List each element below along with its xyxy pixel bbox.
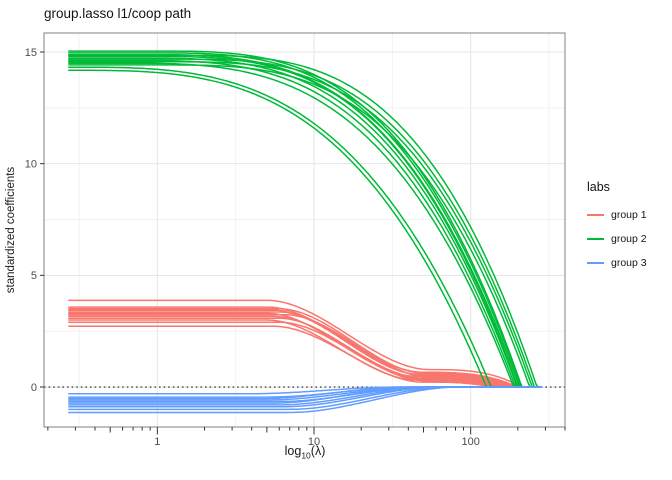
coefficient-path-group-1: [68, 299, 542, 388]
coefficient-path-group-2: [68, 66, 542, 388]
coefficient-path-group-1: [68, 313, 542, 388]
coefficient-path-group-2: [68, 58, 542, 388]
coefficient-path-group-1: [68, 325, 542, 388]
coefficient-path-group-2: [68, 69, 542, 388]
panel-border: [43, 32, 566, 428]
panel-background: [44, 33, 565, 427]
coefficient-path-group-2: [68, 61, 542, 388]
coefficient-path-group-2: [68, 59, 542, 388]
x-axis-label-prefix: log: [284, 444, 302, 458]
coefficient-path-group-2: [68, 52, 542, 388]
legend-entry-label: group 2: [611, 232, 647, 245]
plot-title: group.lasso l1/coop path: [44, 6, 192, 21]
coefficient-path-group-2: [68, 54, 542, 388]
y-tick-label: 5: [31, 270, 37, 282]
coefficient-path-group-1: [68, 308, 542, 388]
legend-entry-group-1: group 1: [587, 206, 647, 223]
y-tick-label: 0: [31, 382, 37, 394]
coefficient-path-group-2: [68, 62, 542, 388]
x-tick-label: 100: [461, 436, 479, 448]
legend-entry-label: group 3: [611, 256, 647, 269]
coefficient-path-group-2: [68, 64, 542, 388]
coefficient-path-group-1: [68, 321, 542, 388]
legend-entry-label: group 1: [611, 208, 647, 221]
y-axis-label: standardized coefficients: [5, 166, 17, 294]
legend: labs group 1 group 2 group 3: [587, 180, 647, 278]
coefficient-path-group-2: [68, 55, 542, 388]
x-axis-label-suffix: (λ): [310, 444, 326, 458]
y-tick-label: 15: [25, 47, 37, 59]
legend-title: labs: [587, 180, 610, 194]
legend-entry-group-3: group 3: [587, 254, 647, 271]
x-tick-label: 10: [308, 436, 320, 448]
coefficient-path-group-1: [68, 317, 542, 388]
x-axis-label: log10(λ): [230, 444, 380, 461]
y-tick-label: 10: [25, 158, 37, 170]
x-axis-label-subscript: 10: [301, 450, 311, 461]
x-tick-label: 1: [154, 436, 160, 448]
legend-key-line-icon: [587, 237, 604, 240]
coefficient-path-group-2: [68, 57, 542, 388]
legend-key-line-icon: [587, 213, 604, 216]
legend-key-line-icon: [587, 261, 604, 264]
coefficient-path-group-2: [68, 50, 542, 388]
legend-entry-group-2: group 2: [587, 230, 647, 247]
coefficient-path-group-3: [68, 386, 542, 414]
